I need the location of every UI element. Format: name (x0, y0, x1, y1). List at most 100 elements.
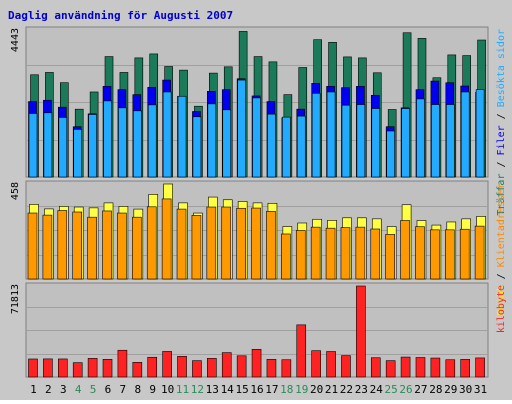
legend-entry: Filer (496, 125, 507, 155)
bar-sidor (341, 104, 351, 178)
x-tick-label: 17 (265, 383, 278, 396)
bar-klienter (281, 233, 291, 280)
bar-kilobyte (370, 357, 381, 378)
bar-sidor (28, 113, 38, 178)
bar-klienter (370, 228, 381, 280)
bar-kilobyte (72, 362, 83, 378)
bar-sidor (475, 89, 485, 178)
legend-entry: / (496, 155, 507, 173)
bar-kilobyte (296, 324, 307, 378)
x-tick-label: 28 (429, 383, 442, 396)
bar-sidor (445, 104, 455, 178)
x-tick-label: 26 (399, 383, 412, 396)
bar-klienter (102, 210, 112, 280)
x-tick-label: 9 (149, 383, 156, 396)
x-tick-label: 5 (90, 383, 97, 396)
bar-klienter (415, 226, 425, 280)
x-tick-label: 18 (280, 383, 293, 396)
bar-kilobyte (251, 349, 262, 378)
panel-visits-max-label: 458 (10, 182, 21, 200)
x-tick-label: 6 (105, 383, 112, 396)
bar-kilobyte (221, 352, 232, 378)
panel-hits-max-label: 4443 (10, 28, 21, 52)
x-tick-label: 3 (60, 383, 67, 396)
x-tick-label: 12 (191, 383, 204, 396)
panel-kb-max-label: 71813 (10, 284, 21, 314)
panel-kb-legend: kilobyte (496, 285, 507, 333)
bar-klienter (57, 210, 68, 280)
panel-hits: 4443 Träffar / Filer / Besökta sidor (10, 26, 507, 216)
bar-sidor (296, 115, 306, 178)
bar-sidor (177, 95, 187, 178)
x-tick-label: 16 (250, 383, 263, 396)
legend-entry: / (496, 107, 507, 125)
bar-sidor (162, 91, 172, 178)
bar-klienter (191, 215, 202, 280)
bar-kilobyte (266, 359, 277, 378)
bar-klienter (132, 216, 142, 280)
bar-sidor (103, 100, 112, 178)
bar-kilobyte (445, 359, 456, 378)
bar-kilobyte (117, 349, 128, 378)
bar-klienter (236, 207, 246, 280)
bar-sidor (356, 104, 366, 178)
bar-kilobyte (311, 350, 321, 378)
legend-entry: Besök (496, 285, 507, 315)
bar-kilobyte (475, 357, 485, 378)
legend-entry: Träffar (496, 174, 507, 216)
bar-kilobyte (430, 357, 441, 378)
legend-entry: kilobyte (496, 285, 507, 333)
bar-kilobyte (415, 357, 426, 378)
bar-sidor (222, 109, 232, 178)
x-tick-label: 2 (45, 383, 52, 396)
panel-kb: 71813 kilobyte (10, 282, 507, 378)
bar-sidor (401, 108, 410, 178)
bar-sidor (386, 130, 395, 178)
panel-visits: 458 Besök / Klientadresser (10, 180, 507, 315)
bar-sidor (43, 112, 53, 178)
bar-kilobyte (43, 358, 53, 378)
bar-kilobyte (236, 355, 247, 378)
bar-klienter (474, 225, 485, 280)
bar-klienter (72, 211, 83, 280)
legend-entry: Besökta sidor (496, 29, 507, 107)
bar-sidor (371, 108, 381, 178)
bar-klienter (325, 227, 336, 280)
bar-sidor (118, 107, 127, 178)
bar-kilobyte (87, 358, 98, 378)
bar-klienter (310, 226, 321, 280)
x-tick-label: 31 (474, 383, 487, 396)
x-tick-label: 13 (206, 383, 219, 396)
bar-kilobyte (281, 359, 292, 378)
bar-sidor (416, 98, 425, 178)
bar-sidor (133, 110, 142, 178)
bar-kilobyte (177, 356, 187, 378)
bar-klienter (221, 206, 232, 280)
bar-kilobyte (400, 356, 411, 378)
x-tick-label: 29 (444, 383, 457, 396)
bar-kilobyte (356, 285, 366, 378)
bar-klienter (176, 208, 187, 280)
bar-sidor (282, 116, 291, 178)
x-tick-label: 7 (120, 383, 127, 396)
bar-sidor (73, 129, 83, 178)
bar-klienter (146, 206, 157, 280)
bar-kilobyte (132, 362, 143, 378)
bar-sidor (267, 113, 276, 178)
bar-kilobyte (102, 359, 113, 378)
bar-klienter (385, 234, 395, 280)
bar-kilobyte (385, 360, 396, 378)
bar-kilobyte (28, 358, 38, 378)
legend-entry: Klientadresser (496, 183, 507, 267)
bar-kilobyte (460, 359, 470, 378)
bar-klienter (430, 229, 440, 280)
bar-klienter (251, 207, 261, 280)
bar-sidor (88, 114, 97, 178)
panel-hits-legend: Träffar / Filer / Besökta sidor (496, 29, 507, 216)
x-tick-label: 27 (414, 383, 427, 396)
bar-klienter (459, 228, 470, 280)
x-tick-label: 14 (221, 383, 235, 396)
bar-sidor (192, 116, 202, 178)
x-tick-label: 11 (176, 383, 189, 396)
bar-klienter (161, 198, 172, 280)
